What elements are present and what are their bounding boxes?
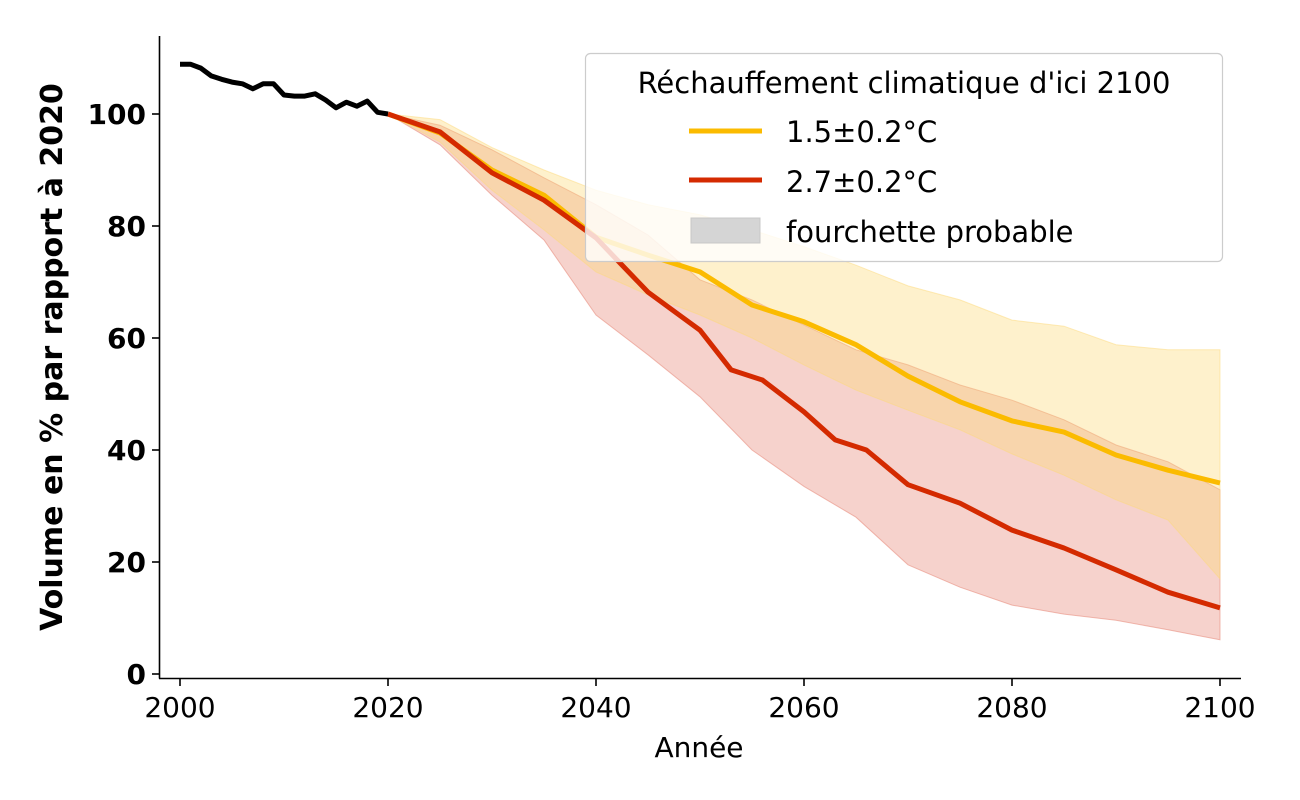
y-ticks: 0 20 40 60 80 100: [88, 98, 159, 691]
legend-label-1-5: 1.5±0.2°C: [786, 115, 937, 149]
legend-swatch-range: [690, 217, 761, 244]
series-lines: [180, 61, 1221, 611]
legend-label-range: fourchette probable: [786, 215, 1074, 249]
legend: Réchauffement climatique d'ici 2100 1.5±…: [584, 52, 1224, 263]
x-axis-label: Année: [654, 731, 743, 764]
y-tick-label: 100: [88, 98, 146, 131]
y-tick-label: 60: [107, 322, 146, 355]
legend-frame: [584, 52, 1224, 263]
x-tick-label: 2000: [144, 691, 215, 724]
x-tick-label: 2060: [768, 691, 839, 724]
line-historical: [180, 61, 389, 117]
y-axis-label: Volume en % par rapport à 2020: [35, 83, 70, 631]
x-tick-label: 2080: [976, 691, 1047, 724]
x-tick-label: 2040: [560, 691, 631, 724]
x-ticks: 2000 2020 2040 2060 2080 2100: [144, 678, 1256, 724]
legend-title: Réchauffement climatique d'ici 2100: [638, 66, 1171, 100]
legend-label-2-7: 2.7±0.2°C: [786, 165, 937, 199]
y-tick-label: 80: [107, 210, 146, 243]
y-tick-label: 40: [107, 434, 146, 467]
x-tick-label: 2020: [352, 691, 423, 724]
y-tick-label: 0: [127, 658, 146, 691]
line-2-7: [387, 111, 1221, 611]
y-tick-label: 20: [107, 546, 146, 579]
line-1-5: [387, 111, 1221, 486]
x-tick-label: 2100: [1184, 691, 1255, 724]
